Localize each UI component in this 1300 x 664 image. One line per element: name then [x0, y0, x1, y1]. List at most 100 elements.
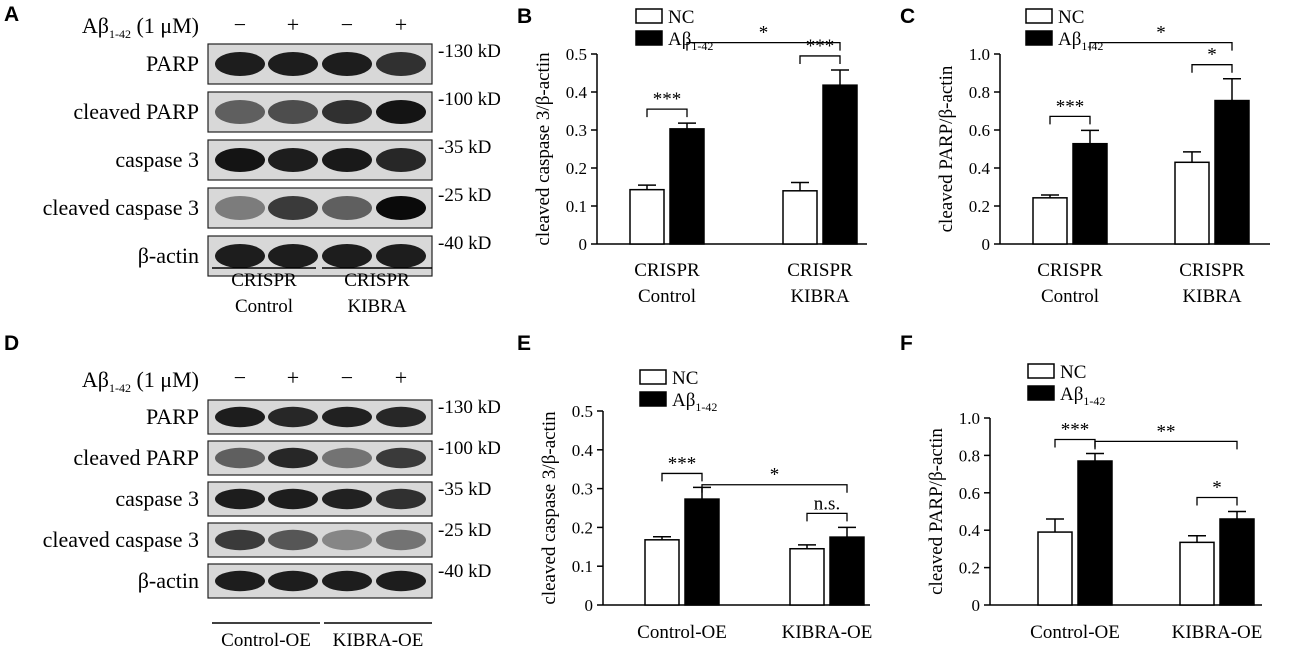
- molecular-weight-marker: -130 kD: [438, 41, 501, 62]
- chart-F: 0 0.2 0.4 0.6 0.8 1.0 cleaved PARP/β-actin Cont…: [926, 362, 1262, 643]
- y-tick-label: 0.2: [566, 159, 587, 178]
- category-label: Control: [1041, 286, 1099, 307]
- legend-swatch: [1027, 363, 1055, 379]
- chart-E: 0 0.1 0.2 0.3 0.4 0.5 cleaved caspase 3/β-acti…: [539, 368, 872, 643]
- blot-row-label: caspase 3: [115, 147, 199, 172]
- blot-band: [376, 570, 426, 592]
- y-tick-label: 0.3: [572, 480, 593, 499]
- bar-nc: [1174, 161, 1210, 245]
- legend-label: Aβ1-42: [1060, 384, 1105, 408]
- panel-label-a: A: [4, 3, 19, 26]
- y-axis-label: cleaved PARP/β-actin: [936, 65, 957, 232]
- significance-bracket: [806, 512, 848, 522]
- significance-label: ***: [1056, 96, 1085, 117]
- category-label: CRISPR: [634, 260, 700, 281]
- significance-bracket: [1191, 64, 1233, 73]
- blot-row-label: caspase 3: [115, 486, 199, 511]
- y-tick-label: 0.3: [566, 121, 587, 140]
- blot-band: [268, 488, 318, 510]
- significance-label: ***: [668, 453, 697, 474]
- significance-bracket: [1196, 496, 1238, 506]
- lane-sign: −: [234, 365, 246, 390]
- category-label: Control: [638, 286, 696, 307]
- group-label: Control-OE: [221, 630, 311, 651]
- legend-label: Aβ1-42: [672, 390, 717, 414]
- legend-swatch: [1027, 385, 1055, 401]
- blot-band: [268, 406, 318, 428]
- blot-band: [322, 100, 372, 124]
- blot-band: [268, 196, 318, 220]
- lane-sign: +: [287, 12, 299, 37]
- blot-band: [268, 52, 318, 76]
- legend-label: Aβ1-42: [1058, 29, 1103, 53]
- legend-label: NC: [672, 368, 698, 389]
- bar-nc: [629, 188, 665, 245]
- bar-nc: [1179, 541, 1215, 606]
- blot-band: [215, 52, 265, 76]
- blot-band: [376, 148, 426, 172]
- panel-label-b: B: [517, 5, 532, 28]
- blot-band: [322, 196, 372, 220]
- group-label: CRISPR: [231, 270, 297, 291]
- blot-band: [376, 488, 426, 510]
- molecular-weight-marker: -40 kD: [438, 561, 491, 582]
- significance-label: *: [1207, 45, 1217, 66]
- group-label: KIBRA-OE: [333, 630, 424, 651]
- bar-nc: [1037, 531, 1073, 606]
- y-tick-label: 0.4: [572, 441, 594, 460]
- blot-row-label: cleaved caspase 3: [43, 195, 199, 220]
- blot-band: [376, 52, 426, 76]
- lane-sign: −: [234, 12, 246, 37]
- molecular-weight-marker: -130 kD: [438, 397, 501, 418]
- blot-band: [376, 100, 426, 124]
- bar-charts: 0 0.1 0.2 0.3 0.4 0.5 cleaved caspase 3/β-acti…: [533, 7, 1270, 643]
- bar-abeta: [669, 128, 705, 245]
- significance-label: n.s.: [814, 493, 840, 514]
- blot-band: [268, 244, 318, 268]
- blot-band: [376, 196, 426, 220]
- blot-band: [322, 52, 372, 76]
- y-tick-label: 0: [972, 596, 981, 615]
- blot-row-label: β-actin: [138, 243, 199, 268]
- western-blots: Aβ1-42 (1 μM) − + − + PARP -130 kD cleaved PARP…: [43, 12, 501, 651]
- category-label: KIBRA-OE: [1172, 622, 1263, 643]
- blot-band: [215, 196, 265, 220]
- significance-label: ***: [1061, 420, 1090, 441]
- blot-band: [215, 148, 265, 172]
- legend-label: NC: [1060, 362, 1086, 383]
- blot-band: [268, 148, 318, 172]
- significance-label: *: [1156, 23, 1166, 44]
- y-tick-label: 0: [982, 235, 991, 254]
- blot-row-label: PARP: [146, 404, 199, 429]
- legend-swatch: [1025, 30, 1053, 46]
- legend-swatch: [635, 8, 663, 24]
- blot-band: [215, 570, 265, 592]
- panel-label-e: E: [517, 332, 531, 355]
- significance-bracket: [799, 55, 841, 64]
- treatment-label: Aβ1-42 (1 μM): [82, 13, 199, 41]
- bar-abeta: [1214, 99, 1250, 245]
- y-tick-label: 0.5: [566, 45, 587, 64]
- significance-bracket: [1094, 440, 1238, 450]
- category-label: Control-OE: [1030, 622, 1120, 643]
- legend-swatch: [639, 391, 667, 407]
- y-tick-label: 0.8: [959, 446, 980, 465]
- molecular-weight-marker: -35 kD: [438, 479, 491, 500]
- significance-bracket: [1089, 41, 1233, 51]
- blot-row-label: cleaved caspase 3: [43, 527, 199, 552]
- blot-band: [322, 529, 372, 551]
- blot-row-label: cleaved PARP: [73, 99, 199, 124]
- y-tick-label: 0.4: [969, 159, 991, 178]
- blot-band: [376, 244, 426, 268]
- blot-band: [215, 488, 265, 510]
- bar-abeta: [1219, 518, 1255, 606]
- category-label: CRISPR: [1037, 260, 1103, 281]
- significance-bracket: [1049, 115, 1091, 125]
- bar-nc: [789, 547, 825, 606]
- molecular-weight-marker: -40 kD: [438, 233, 491, 254]
- significance-label: *: [770, 465, 780, 486]
- y-tick-label: 0.4: [959, 521, 981, 540]
- group-label: Control: [235, 296, 293, 317]
- legend-label: NC: [668, 7, 694, 28]
